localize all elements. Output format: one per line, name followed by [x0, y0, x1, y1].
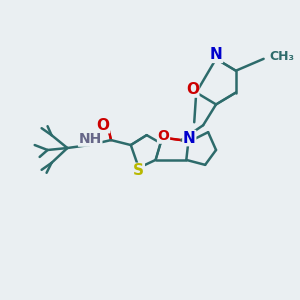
Text: N: N [183, 130, 196, 146]
Text: N: N [210, 47, 222, 62]
Text: S: S [133, 163, 144, 178]
Text: NH: NH [79, 132, 102, 146]
Text: O: O [158, 129, 169, 143]
Text: O: O [97, 118, 110, 133]
Text: O: O [186, 82, 199, 97]
Text: CH₃: CH₃ [270, 50, 295, 63]
